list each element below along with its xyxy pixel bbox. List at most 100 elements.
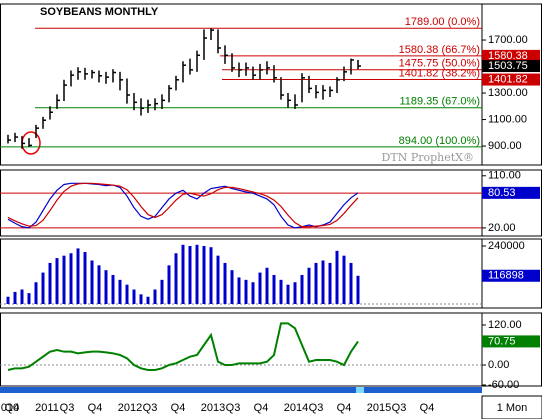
volume-bar xyxy=(90,260,94,305)
y-tick-label: 1100.00 xyxy=(488,113,527,125)
volume-bar xyxy=(13,291,17,305)
volume-bar xyxy=(27,293,31,305)
y-tick-label: 0.00 xyxy=(488,359,509,371)
volume-bar xyxy=(209,247,213,305)
level-box-label: 1580.38 xyxy=(488,50,528,62)
x-tick-label: Q3 xyxy=(392,402,407,414)
level-label: 1401.82 (38.2%) xyxy=(399,67,480,79)
level-label: 1189.35 (67.0%) xyxy=(399,96,480,108)
x-tick-label: 2013 xyxy=(201,402,225,414)
volume-bar xyxy=(104,270,108,305)
volume-bar xyxy=(349,262,353,305)
last-value-box xyxy=(482,335,540,348)
last-price-box xyxy=(482,60,540,73)
volume-bar xyxy=(321,260,325,305)
volume-bar xyxy=(160,279,164,305)
volume-bar xyxy=(342,255,346,305)
volume-bar xyxy=(272,275,276,305)
y-tick-label: -60.00 xyxy=(488,379,519,391)
last-value-box xyxy=(482,186,540,199)
volume-bar xyxy=(125,284,129,305)
x-tick-label: Q3 xyxy=(226,402,241,414)
x-tick-label: 2015 xyxy=(367,402,391,414)
x-tick-label: 2012 xyxy=(118,402,142,414)
volume-bar xyxy=(230,270,234,305)
level-label: 1475.75 (50.0%) xyxy=(399,58,480,70)
volume-bar xyxy=(279,279,283,305)
volume-bar xyxy=(41,272,45,305)
series-line xyxy=(7,182,359,228)
x-tick-label: Q3 xyxy=(60,402,75,414)
y-tick-label: 240000 xyxy=(488,240,525,252)
volume-bar xyxy=(69,253,73,305)
volume-bar xyxy=(237,277,241,305)
last-value-label: 116898 xyxy=(488,270,524,282)
y-tick-label: 1700.00 xyxy=(488,34,528,46)
period-box xyxy=(481,395,542,419)
x-tick-label: 2014 xyxy=(284,402,308,414)
x-tick-label: Q4 xyxy=(337,402,352,414)
volume-bar xyxy=(286,284,290,305)
x-tick-label: Q4 xyxy=(254,402,269,414)
series-line xyxy=(7,182,359,229)
volume-bar xyxy=(181,244,185,305)
watermark: DTN ProphetX® xyxy=(382,151,474,164)
volume-bar xyxy=(335,250,339,305)
volume-bar xyxy=(34,282,38,305)
period-label: 1 Mon xyxy=(497,402,528,414)
y-tick-label: 20.00 xyxy=(488,222,516,234)
level-label: 1580.38 (66.7%) xyxy=(399,44,480,56)
y-tick-label: 120.00 xyxy=(488,319,522,331)
x-tick-label: Q4 xyxy=(5,402,20,414)
volume-bar xyxy=(188,246,192,305)
volume-bar xyxy=(6,296,10,305)
level-box xyxy=(482,49,540,62)
volume-bar xyxy=(328,262,332,305)
volume-bar xyxy=(97,265,101,305)
volume-bar xyxy=(132,289,136,305)
volume-bar xyxy=(174,253,178,305)
volume-bar xyxy=(146,296,150,305)
last-value-label: 80.53 xyxy=(488,187,516,199)
x-tick-label: Q4 xyxy=(88,402,103,414)
level-box xyxy=(482,73,540,86)
volume-bar xyxy=(118,279,122,305)
y-tick-label: 900.00 xyxy=(488,140,522,152)
series-line xyxy=(7,322,359,371)
volume-bar xyxy=(139,294,143,305)
x-tick-label: Q4 xyxy=(420,402,435,414)
volume-bar xyxy=(223,262,227,305)
volume-bar xyxy=(251,282,255,305)
time-bar xyxy=(0,387,482,393)
volume-bar xyxy=(55,258,59,305)
volume-bar xyxy=(83,252,87,305)
volume-bar xyxy=(244,279,248,305)
y-tick-label: 110.00 xyxy=(488,170,521,182)
level-label: 894.00 (100.0%) xyxy=(399,135,480,147)
volume-bar xyxy=(314,262,318,305)
volume-bar xyxy=(153,289,157,305)
volume-bar xyxy=(265,267,269,305)
time-bar-current xyxy=(356,387,364,393)
x-tick-label: Q3 xyxy=(309,402,324,414)
volume-bar xyxy=(293,282,297,305)
volume-bar xyxy=(111,275,115,305)
level-box-label: 1401.82 xyxy=(488,73,528,85)
volume-bar xyxy=(202,246,206,305)
x-tick-label: 2011 xyxy=(35,402,59,414)
volume-bar xyxy=(356,275,360,305)
x-tick-label: Q3 xyxy=(143,402,158,414)
volume-bar xyxy=(167,265,171,305)
last-price-label: 1503.75 xyxy=(488,60,528,72)
x-tick-label: Q4 xyxy=(171,402,186,414)
y-tick-label: 1300.00 xyxy=(488,87,528,99)
last-value-label: 70.75 xyxy=(488,335,516,347)
volume-bar xyxy=(216,255,220,305)
volume-bar xyxy=(20,289,24,305)
x-tick-label: 010 xyxy=(1,402,19,414)
level-label: 1789.00 (0.0%) xyxy=(405,16,480,28)
volume-bar xyxy=(76,248,80,305)
volume-bar xyxy=(62,255,66,305)
